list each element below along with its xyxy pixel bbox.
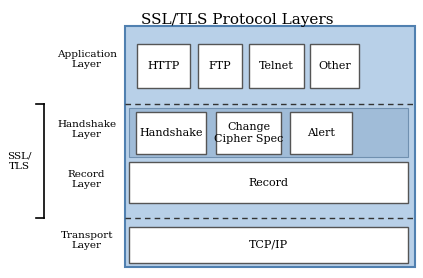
Text: SSL/
TLS: SSL/ TLS <box>7 152 31 171</box>
FancyBboxPatch shape <box>129 227 408 263</box>
Text: Application
Layer: Application Layer <box>57 50 117 70</box>
Text: SSL/TLS Protocol Layers: SSL/TLS Protocol Layers <box>140 13 333 26</box>
FancyBboxPatch shape <box>216 112 281 154</box>
Text: Handshake
Layer: Handshake Layer <box>57 120 116 139</box>
Text: Change
Cipher Spec: Change Cipher Spec <box>214 122 283 144</box>
FancyBboxPatch shape <box>125 26 415 267</box>
Text: FTP: FTP <box>209 61 231 71</box>
FancyBboxPatch shape <box>290 112 352 154</box>
FancyBboxPatch shape <box>310 44 359 88</box>
Text: Handshake: Handshake <box>139 128 203 138</box>
FancyBboxPatch shape <box>198 44 242 88</box>
FancyBboxPatch shape <box>137 44 190 88</box>
Text: Record: Record <box>249 178 288 188</box>
Text: Telnet: Telnet <box>259 61 294 71</box>
Text: Transport
Layer: Transport Layer <box>60 231 113 250</box>
FancyBboxPatch shape <box>129 108 408 157</box>
Text: Alert: Alert <box>307 128 335 138</box>
Text: TCP/IP: TCP/IP <box>249 240 288 250</box>
FancyBboxPatch shape <box>249 44 304 88</box>
FancyBboxPatch shape <box>129 162 408 203</box>
Text: Record
Layer: Record Layer <box>68 170 105 189</box>
FancyBboxPatch shape <box>136 112 206 154</box>
Text: Other: Other <box>318 61 351 71</box>
Text: HTTP: HTTP <box>148 61 180 71</box>
